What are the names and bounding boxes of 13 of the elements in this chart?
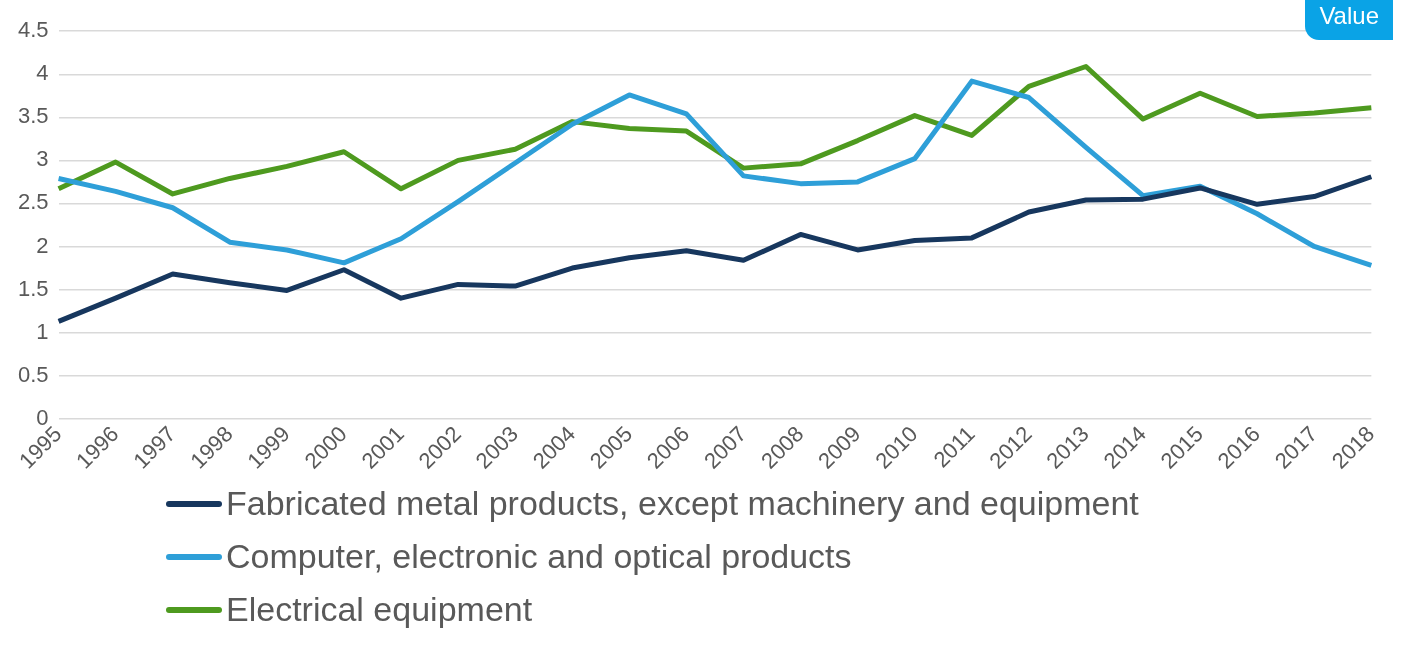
text: Value [1305,0,1393,40]
y-tick-label: 4.5 [17,17,49,43]
y-tick-label: 4 [36,60,49,86]
legend-label: Computer, electronic and optical products [226,537,852,576]
y-tick-label: 3 [36,146,49,172]
legend-label: Electrical equipment [226,590,533,629]
y-tick-label: 3.5 [17,103,49,129]
y-tick-label: 2 [36,232,49,258]
y-tick-label: 1 [36,318,49,344]
y-tick-label: 1.5 [17,275,49,301]
legend-label: Fabricated metal products, except machinery and equipment [226,484,1139,523]
y-tick-label: 0.5 [17,361,49,387]
y-tick-label: 2.5 [17,189,49,215]
